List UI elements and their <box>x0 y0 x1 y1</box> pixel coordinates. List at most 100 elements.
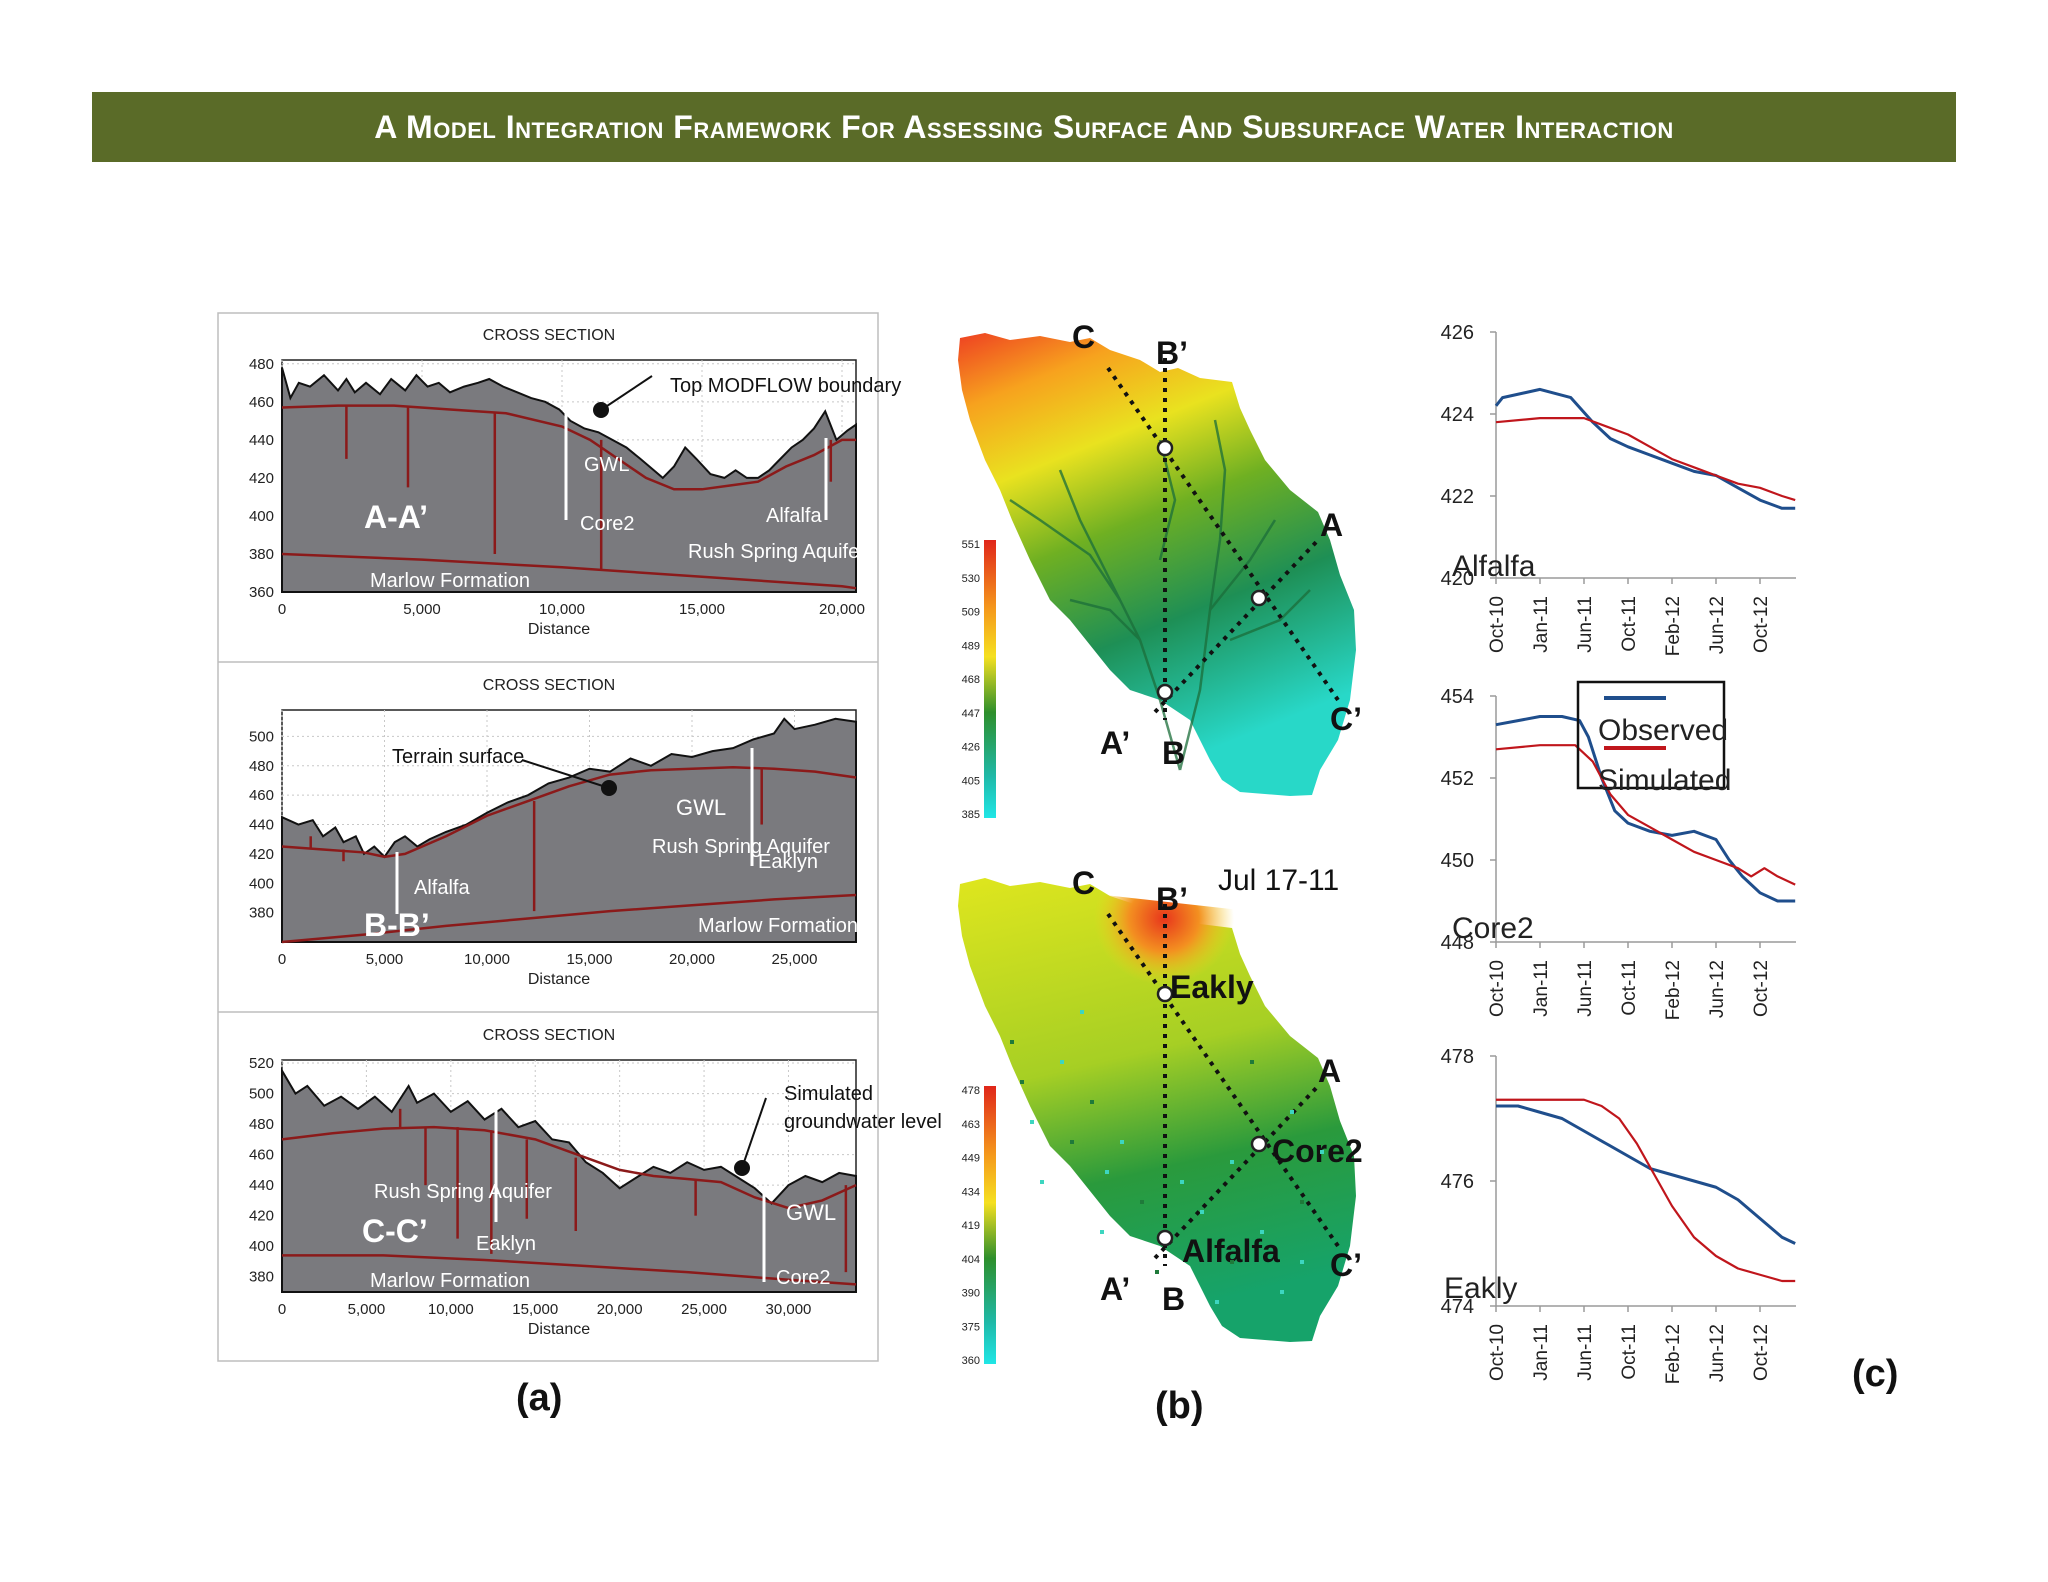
aa-annotation-alfalfa: Alfalfa <box>766 505 822 527</box>
dem-line-cc <box>1106 366 1340 702</box>
cc-annotation-gwl: GWL <box>786 1200 836 1225</box>
gwl-map-speck-10 <box>1260 1230 1264 1234</box>
timeseries-eakly: 474 476 478 Oct-10 Jan-11 Jun-11 Oct-11 Feb-12 J… <box>1441 1046 1796 1384</box>
ts_core2-station-label: Core2 <box>1452 912 1534 945</box>
ts_core2-series-observed <box>1495 715 1796 903</box>
cc-ytick-2: 420 <box>249 1208 274 1225</box>
ts_core2-xtick-0: Oct-10 <box>1487 960 1508 1017</box>
ts_eakly-xtick-5: Jun-12 <box>1707 1324 1728 1382</box>
aa-title: CROSS SECTION <box>483 327 615 344</box>
legend-box <box>1576 680 1726 790</box>
cc-xtick-3: 15,000 <box>512 1301 558 1318</box>
dem-cbar-ticks-label-0: 551 <box>962 539 980 551</box>
dem-stream-7 <box>1229 589 1311 642</box>
gwl-map-speck-6 <box>1140 1200 1144 1204</box>
gwl-map-speck-4 <box>1105 1170 1109 1174</box>
gwl-well-core2 <box>1250 1135 1268 1153</box>
bb-annotation-eaklyn: Eaklyn <box>758 851 818 873</box>
ts_core2-xtick-2: Jun-11 <box>1575 960 1596 1017</box>
dem-section-lines <box>1106 358 1340 720</box>
ts_alfalfa-xtick-1: Jan-11 <box>1531 596 1552 653</box>
ts_eakly-xtick-2: Jun-11 <box>1575 1324 1596 1381</box>
cc-ytick-1: 400 <box>249 1238 274 1255</box>
ts_eakly-station-label: Eakly <box>1444 1272 1517 1305</box>
cc-xlabel: Distance <box>528 1321 590 1338</box>
bb-ytick-4: 460 <box>249 787 274 804</box>
bb-annotation-terrain: Terrain surface <box>392 746 524 768</box>
aa-annotation-formation: Marlow Formation <box>370 570 530 592</box>
bb-pointer-line <box>521 759 610 789</box>
gwl-map-speck-22 <box>1230 1160 1234 1164</box>
gwl-line-cc <box>1106 912 1340 1248</box>
gwl-label-b: B <box>1162 1281 1185 1317</box>
gwl-well-alfalfa <box>1156 1229 1174 1247</box>
cc-gwl-line <box>281 1125 857 1210</box>
ts_eakly-ytick-1: 476 <box>1441 1171 1474 1193</box>
bb-xtick-5: 25,000 <box>772 951 818 968</box>
gwl-map: C B’ A C’ A’ B Eakly Core2 Alfalfa Jul 1… <box>958 864 1363 1367</box>
gwl-map-speck-9 <box>1230 1260 1234 1264</box>
gwl-map-speck-11 <box>1280 1290 1284 1294</box>
bb-xtick-3: 15,000 <box>567 951 613 968</box>
panel-c-timeseries: 420 422 424 426 Oct-10 Jan-11 Jun-11 Oct-11 Feb-… <box>1441 322 1796 1384</box>
gwl-cbar-ticks-label-5: 404 <box>962 1254 980 1266</box>
aa-ytick-2: 400 <box>249 508 274 525</box>
ts_eakly-xtick-4: Feb-12 <box>1663 1324 1684 1384</box>
dem-well-2 <box>1250 589 1268 607</box>
gwl-map-speck-0 <box>1010 1040 1014 1044</box>
gwl-map-speck-13 <box>1320 1150 1324 1154</box>
ts_eakly-series-simulated <box>1496 1098 1796 1283</box>
dem-label-c-prime: C’ <box>1330 701 1362 737</box>
cc-ytick-4: 460 <box>249 1147 274 1164</box>
ts_eakly-ytick-0: 474 <box>1441 1296 1474 1318</box>
gwl-label-a: A <box>1318 1053 1341 1089</box>
ts_alfalfa-station-label: Alfalfa <box>1452 550 1536 583</box>
dem-label-b: B <box>1162 735 1185 771</box>
dem-colorbar <box>984 540 996 818</box>
gwl-label-c: C <box>1072 865 1095 901</box>
gwl-cbar-ticks-label-6: 390 <box>962 1288 980 1300</box>
cc-ytick-3: 440 <box>249 1177 274 1194</box>
bb-annotation-aquifer: Rush Spring Aquifer <box>652 836 830 858</box>
dem-stream-3 <box>1178 419 1227 771</box>
bb-ytick-6: 500 <box>249 728 274 745</box>
ts_alfalfa-ytick-2: 424 <box>1441 404 1474 426</box>
cross-section-bb: CROSS SECTION 380 400 420 440 460 480 500 0 5,000… <box>249 677 858 988</box>
dem-cbar-ticks-label-6: 426 <box>962 742 980 754</box>
timeseries-core2: 448 450 452 454 Oct-10 Jan-11 Jun-11 Oct-11 Feb-… <box>1441 686 1796 1020</box>
gwl-wells <box>1156 985 1268 1247</box>
ts_alfalfa-ytick-0: 420 <box>1441 568 1474 590</box>
aa-ytick-6: 480 <box>249 356 274 373</box>
aa-annotation-gwl: GWL <box>584 454 630 476</box>
page-title: A Model Integration Framework For Assess… <box>92 92 1956 162</box>
timeseries-alfalfa: 420 422 424 426 Oct-10 Jan-11 Jun-11 Oct-11 Feb-… <box>1441 322 1796 656</box>
gwl-map-speck-17 <box>1215 1300 1219 1304</box>
panel-label-b: (b) <box>1155 1385 1204 1427</box>
gwl-map-speck-23 <box>1300 1260 1304 1264</box>
dem-cbar-ticks-label-5: 447 <box>962 708 980 720</box>
dem-cbar-ticks-label-3: 489 <box>962 640 980 652</box>
aa-terrain-fill <box>281 367 857 593</box>
aa-section-label: A-A’ <box>364 499 428 535</box>
dem-well-3 <box>1156 683 1174 701</box>
aa-pointer-line <box>600 375 653 411</box>
ts_core2-ytick-2: 452 <box>1441 768 1474 790</box>
bb-ytick-0: 380 <box>249 905 274 922</box>
cc-xtick-5: 25,000 <box>681 1301 727 1318</box>
gwl-cbar-ticks-label-3: 434 <box>962 1186 980 1198</box>
gwl-well-eakly <box>1156 985 1174 1003</box>
legend-simulated-label: Simulated <box>1598 764 1731 797</box>
dem-label-a-prime: A’ <box>1100 725 1130 761</box>
panel-label-c: (c) <box>1852 1353 1898 1395</box>
aa-annotation-aquifer: Rush Spring Aquifer <box>688 541 866 563</box>
gwl-map-speck-14 <box>1080 1010 1084 1014</box>
dem-cbar-ticks-label-4: 468 <box>962 674 980 686</box>
gwl-well-label-eakly: Eakly <box>1170 969 1254 1005</box>
dem-label-b-prime: B’ <box>1156 335 1188 371</box>
cc-annotation-simulated: Simulated <box>784 1083 873 1105</box>
bb-ytick-1: 400 <box>249 875 274 892</box>
bb-terrain-fill <box>281 717 857 943</box>
timeseries-legend: Observed Simulated <box>1576 680 1731 797</box>
dem-cbar-ticks-label-2: 509 <box>962 607 980 619</box>
